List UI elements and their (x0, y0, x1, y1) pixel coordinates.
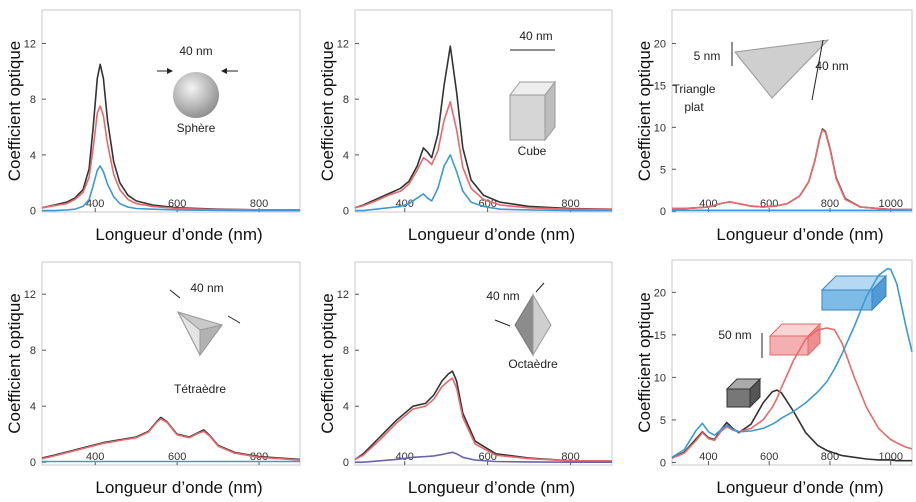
x-tick-label: 800 (821, 198, 839, 210)
x-tick-label: 400 (86, 198, 104, 210)
series-line (354, 370, 612, 462)
x-tick-label: 600 (760, 198, 778, 210)
series-line (41, 105, 300, 211)
series-line (672, 129, 912, 211)
cube-icon (508, 49, 557, 142)
annotation: 40 nm (179, 44, 212, 58)
y-tick-label: 5 (660, 164, 666, 176)
x-tick-label: 400 (699, 451, 717, 463)
annotation: Tétraèdre (174, 382, 226, 396)
tetrahedron-icon (169, 289, 241, 357)
plot-frame (671, 259, 913, 466)
y-tick-label: 8 (343, 345, 349, 357)
annotation: Sphère (177, 121, 216, 135)
series-line (671, 327, 913, 459)
shapes (157, 39, 888, 409)
y-tick-label: 10 (654, 372, 666, 384)
series-line (41, 418, 301, 461)
x-tick-label: 400 (396, 198, 414, 210)
y-tick-label: 0 (343, 206, 349, 218)
annotation: Triangle (673, 82, 716, 96)
annotation: Cube (518, 144, 547, 158)
annotation: 50 nm (718, 328, 751, 342)
x-axis-label: Longueur d’onde (nm) (716, 478, 883, 497)
series-line (354, 101, 612, 210)
y-axis-label: Coefficient optique (318, 41, 337, 182)
annotation: 40 nm (486, 289, 519, 303)
annotation: 40 nm (190, 281, 223, 295)
y-tick-label: 0 (660, 457, 666, 469)
y-tick-label: 0 (30, 206, 36, 218)
annotation: 5 nm (694, 49, 721, 63)
y-tick-label: 0 (343, 457, 349, 469)
y-tick-label: 4 (30, 401, 36, 413)
y-axis-label: Coefficient optique (635, 41, 654, 182)
y-tick-label: 12 (24, 289, 36, 301)
series-line (354, 45, 613, 210)
y-tick-label: 20 (654, 39, 666, 51)
annotation: Octaèdre (508, 357, 558, 371)
y-tick-label: 20 (654, 287, 666, 299)
x-tick-label: 1000 (878, 198, 902, 210)
y-tick-label: 4 (343, 150, 349, 162)
y-axis-label: Coefficient optique (5, 293, 24, 434)
octahedron-icon (494, 282, 552, 357)
y-axis-label: Coefficient optique (318, 293, 337, 434)
y-tick-label: 8 (343, 94, 349, 106)
plot-frame (354, 9, 613, 213)
rod-icons (725, 274, 888, 409)
x-tick-label: 400 (396, 451, 414, 463)
plot-frame (41, 9, 301, 213)
x-axis-label: Longueur d’onde (nm) (408, 478, 575, 497)
series-line (671, 267, 913, 458)
y-tick-label: 15 (654, 80, 666, 92)
series-line (355, 451, 612, 463)
x-tick-label: 800 (821, 451, 839, 463)
x-axis-label: Longueur d’onde (nm) (716, 225, 883, 244)
series-line (354, 377, 612, 462)
x-tick-label: 600 (168, 451, 186, 463)
plot-frame (671, 9, 913, 213)
y-tick-label: 0 (30, 457, 36, 469)
annotation: 40 nm (519, 29, 552, 43)
y-axis-label: Coefficient optique (5, 41, 24, 182)
y-tick-label: 4 (30, 150, 36, 162)
y-tick-label: 12 (337, 38, 349, 50)
x-tick-label: 600 (760, 451, 778, 463)
x-axis-label: Longueur d’onde (nm) (95, 225, 262, 244)
y-tick-label: 8 (30, 345, 36, 357)
x-tick-label: 800 (250, 198, 268, 210)
y-tick-label: 12 (337, 289, 349, 301)
plot-frame (41, 261, 301, 466)
series-line (355, 154, 612, 212)
triangle-icon (731, 39, 830, 102)
y-tick-label: 10 (654, 122, 666, 134)
dimension (811, 39, 824, 101)
y-tick-label: 0 (660, 206, 666, 218)
annotation: 40 nm (815, 59, 848, 73)
series-line (42, 165, 300, 212)
series-line (41, 63, 300, 211)
x-tick-label: 400 (86, 451, 104, 463)
x-axis-label: Longueur d’onde (nm) (408, 225, 575, 244)
y-tick-label: 12 (24, 38, 36, 50)
y-tick-label: 5 (660, 415, 666, 427)
x-axis-label: Longueur d’onde (nm) (95, 478, 262, 497)
annotation: plat (684, 100, 704, 114)
y-tick-label: 8 (30, 94, 36, 106)
plot-frame (354, 261, 613, 466)
x-tick-label: 800 (561, 198, 579, 210)
sphere-icon (173, 72, 219, 118)
y-axis-label: Coefficient optique (635, 292, 654, 433)
y-tick-label: 15 (654, 330, 666, 342)
y-tick-label: 4 (343, 401, 349, 413)
